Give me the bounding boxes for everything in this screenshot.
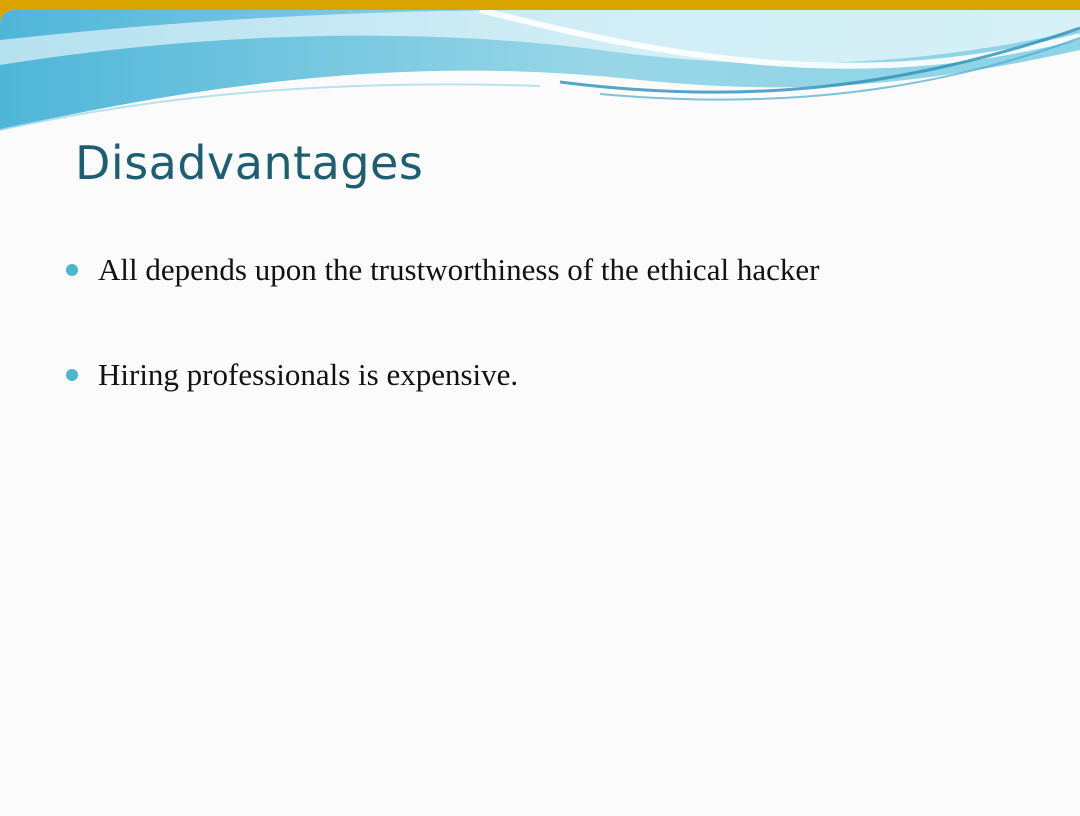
bullet-dot-icon (66, 369, 78, 381)
bullet-list: All depends upon the trustworthiness of … (66, 250, 819, 460)
bullet-item: Hiring professionals is expensive. (66, 355, 819, 460)
bullet-dot-icon (66, 264, 78, 276)
bullet-text: Hiring professionals is expensive. (98, 357, 519, 392)
bullet-text: All depends upon the trustworthiness of … (98, 252, 820, 287)
slide-title: Disadvantages (75, 136, 424, 190)
header-wave-decoration (0, 10, 1080, 131)
bullet-item: All depends upon the trustworthiness of … (66, 250, 819, 355)
slide: Disadvantages All depends upon the trust… (0, 10, 1080, 816)
